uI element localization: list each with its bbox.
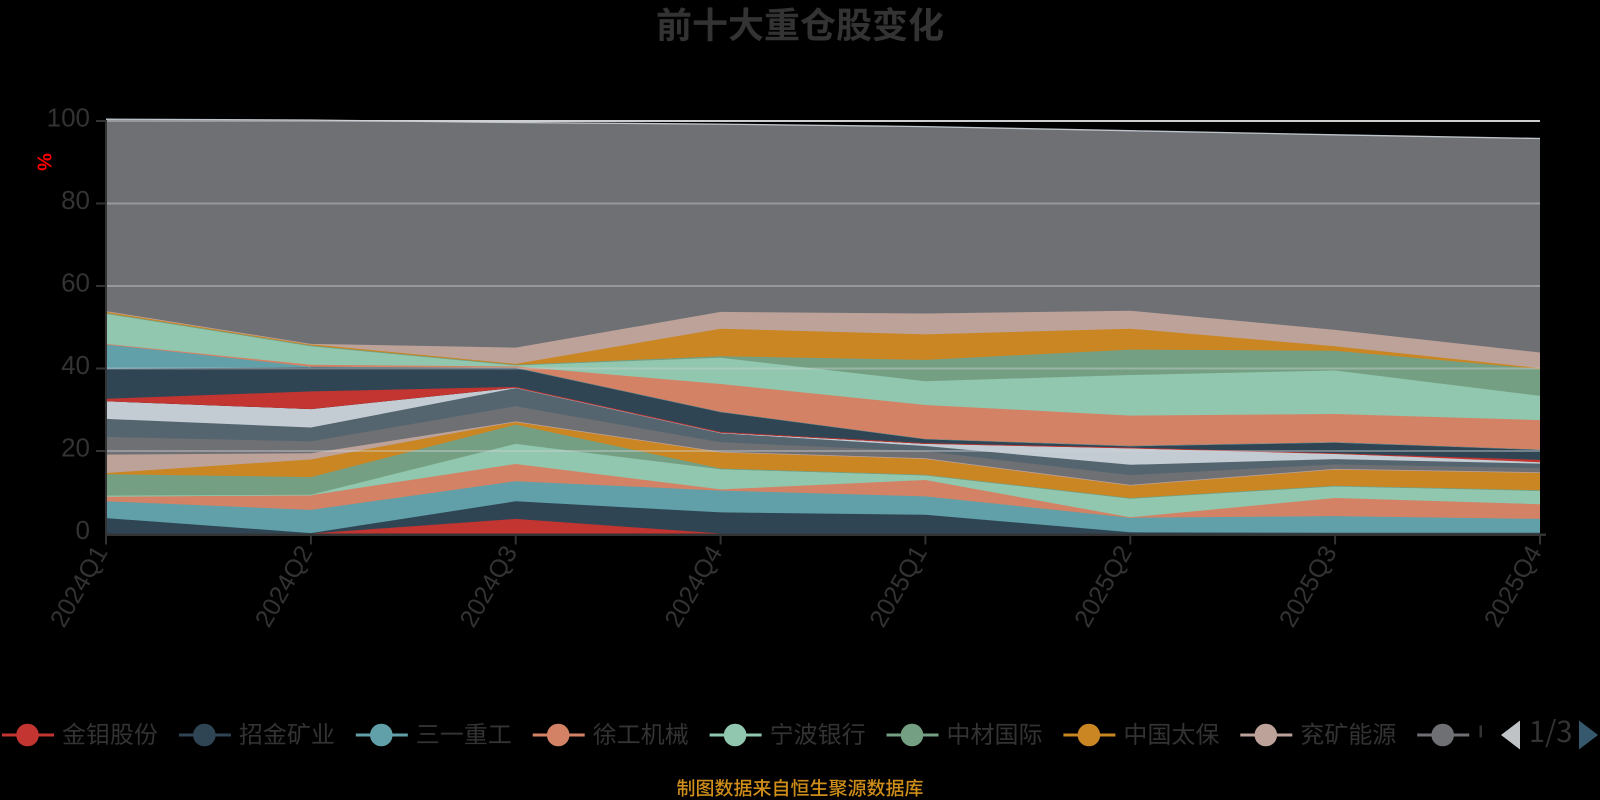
svg-text:20: 20 — [61, 432, 90, 462]
svg-text:40: 40 — [61, 350, 90, 380]
svg-text:80: 80 — [61, 185, 90, 215]
svg-text:0: 0 — [76, 515, 90, 545]
svg-text:%: % — [33, 153, 55, 171]
svg-text:100: 100 — [47, 102, 90, 132]
svg-text:60: 60 — [61, 267, 90, 297]
